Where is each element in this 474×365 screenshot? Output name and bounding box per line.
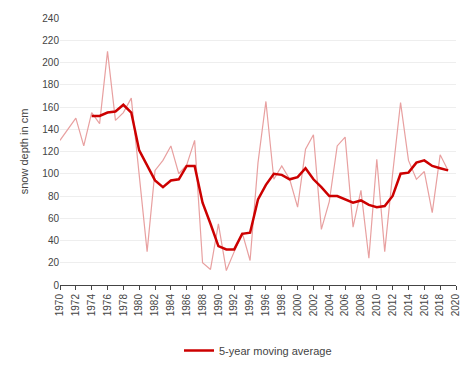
svg-text:0: 0 (53, 280, 59, 291)
svg-text:60: 60 (48, 213, 60, 224)
svg-text:1976: 1976 (102, 294, 113, 317)
svg-text:1998: 1998 (276, 294, 287, 317)
svg-text:140: 140 (42, 124, 59, 135)
svg-text:5-year moving average: 5-year moving average (219, 345, 332, 357)
svg-text:1980: 1980 (133, 294, 144, 317)
svg-text:2010: 2010 (371, 294, 382, 317)
svg-text:1992: 1992 (228, 294, 239, 317)
svg-text:120: 120 (42, 146, 59, 157)
svg-text:200: 200 (42, 57, 59, 68)
svg-text:2012: 2012 (387, 294, 398, 317)
svg-text:240: 240 (42, 13, 59, 24)
svg-text:1990: 1990 (213, 294, 224, 317)
svg-text:2000: 2000 (292, 294, 303, 317)
svg-text:1982: 1982 (149, 294, 160, 317)
svg-text:1994: 1994 (244, 294, 255, 317)
svg-text:1972: 1972 (70, 294, 81, 317)
svg-text:1970: 1970 (54, 294, 65, 317)
svg-text:1978: 1978 (118, 294, 129, 317)
svg-text:100: 100 (42, 168, 59, 179)
svg-text:2014: 2014 (403, 294, 414, 317)
svg-text:220: 220 (42, 35, 59, 46)
svg-text:40: 40 (48, 235, 60, 246)
svg-text:2004: 2004 (324, 294, 335, 317)
svg-text:160: 160 (42, 102, 59, 113)
svg-text:1974: 1974 (86, 294, 97, 317)
svg-text:1988: 1988 (197, 294, 208, 317)
svg-text:2020: 2020 (450, 294, 461, 317)
svg-text:80: 80 (48, 191, 60, 202)
svg-text:1996: 1996 (260, 294, 271, 317)
svg-text:1984: 1984 (165, 294, 176, 317)
svg-text:2006: 2006 (339, 294, 350, 317)
svg-text:1986: 1986 (181, 294, 192, 317)
svg-text:snow depth in cm: snow depth in cm (18, 109, 30, 195)
svg-text:2016: 2016 (419, 294, 430, 317)
svg-text:2018: 2018 (434, 294, 445, 317)
svg-text:20: 20 (48, 257, 60, 268)
svg-text:180: 180 (42, 79, 59, 90)
svg-text:2002: 2002 (308, 294, 319, 317)
svg-text:2008: 2008 (355, 294, 366, 317)
